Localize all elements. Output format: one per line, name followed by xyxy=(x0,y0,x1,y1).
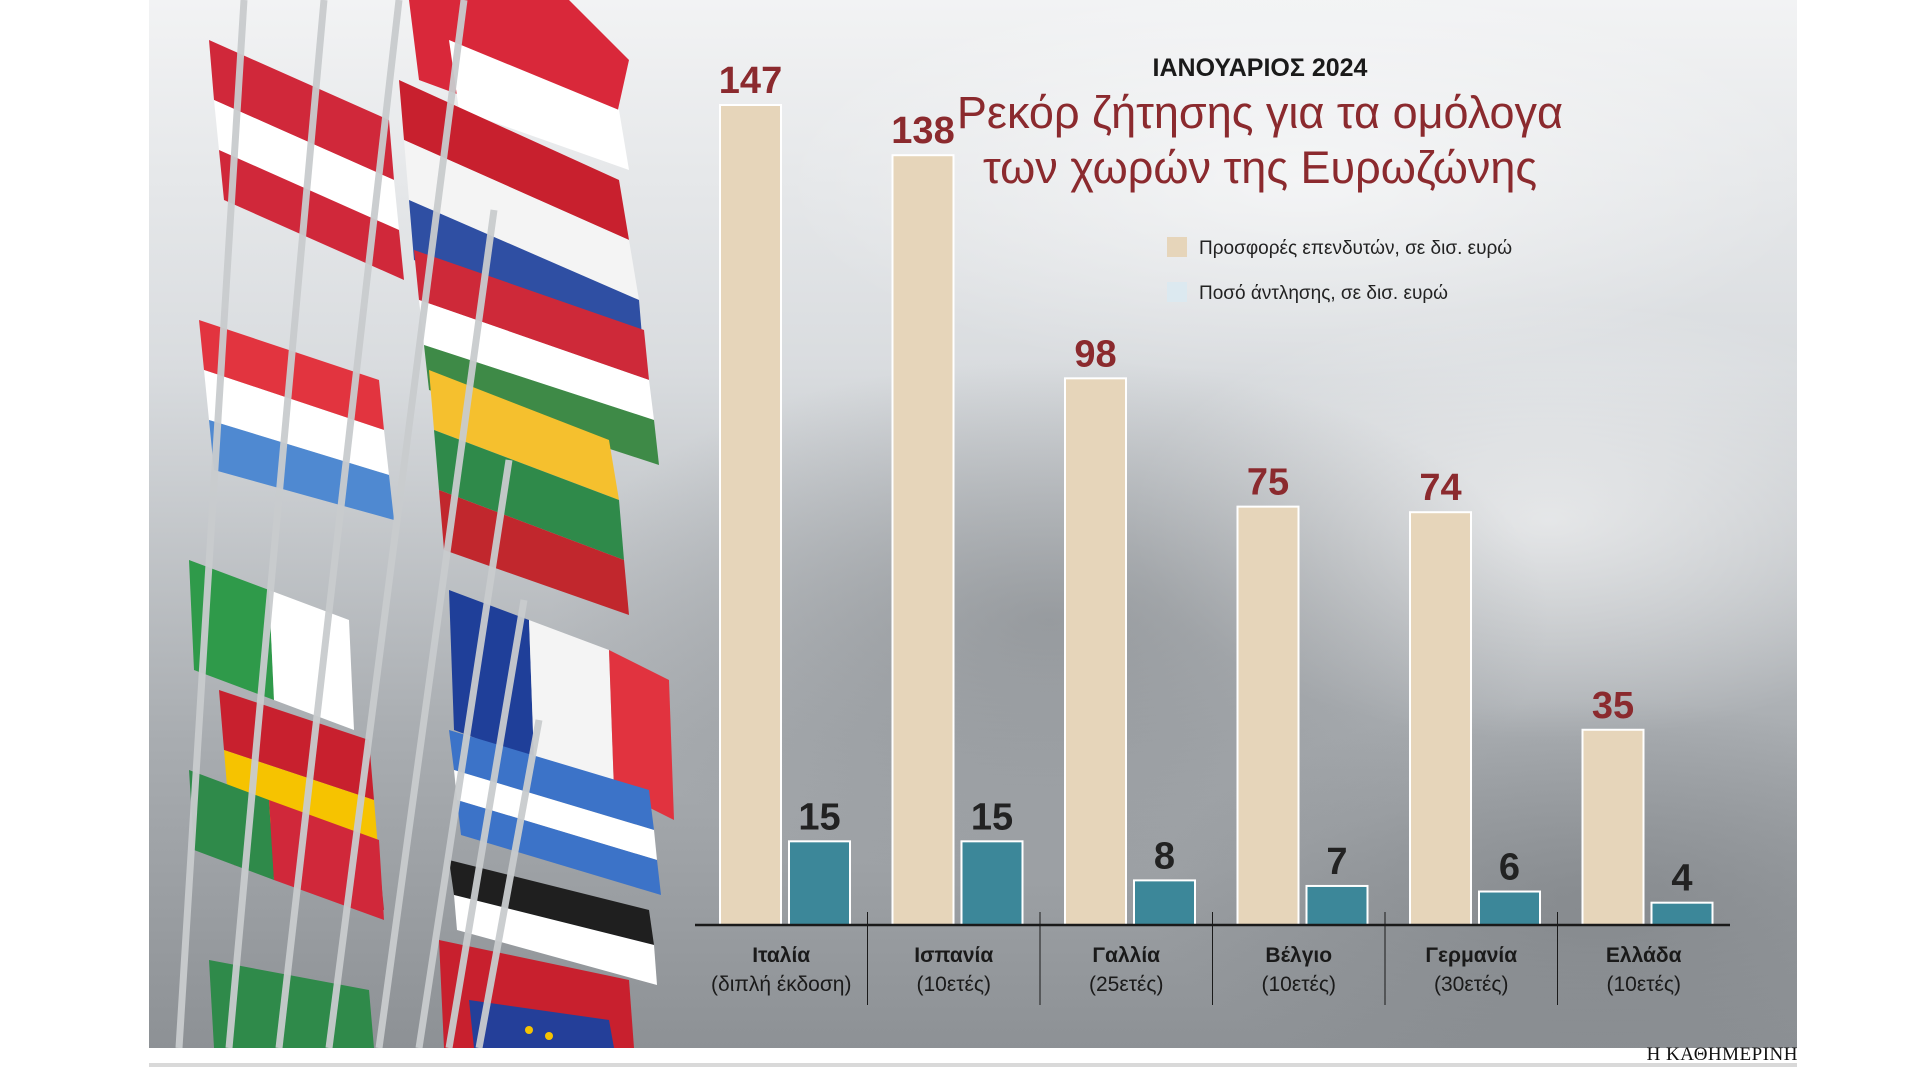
legend: Προσφορές επενδυτών, σε δισ. ευρώ Ποσό ά… xyxy=(1167,237,1512,304)
value-label-offers-2: 98 xyxy=(1074,333,1116,375)
bar-offers-3 xyxy=(1236,505,1300,926)
flag-red-white xyxy=(409,0,629,170)
flag-lithuania xyxy=(429,370,629,615)
value-label-raised-5: 4 xyxy=(1671,858,1692,900)
flags-photo xyxy=(175,0,674,1048)
bar-offers-4 xyxy=(1409,511,1472,926)
cloud-highlight xyxy=(779,0,1797,380)
chart-title-line-2: των χωρών της Ευρωζώνης xyxy=(983,142,1537,193)
bar-group xyxy=(719,104,1714,927)
legend-swatch-raised xyxy=(1167,282,1187,302)
publisher-credit: Η ΚΑΘΗΜΕΡΙΝΗ xyxy=(1646,1044,1798,1065)
category-label-3: Βέλγιο xyxy=(1265,944,1332,967)
value-label-offers-4: 74 xyxy=(1419,467,1461,509)
bar-raised-3 xyxy=(1305,884,1369,927)
bar-offers-0 xyxy=(719,104,782,926)
value-label-raised-3: 7 xyxy=(1326,841,1347,883)
value-label-raised-1: 15 xyxy=(971,796,1013,838)
category-label-0: Ιταλία xyxy=(752,944,810,967)
category-detail-5: (10ετές) xyxy=(1607,973,1681,996)
footer-rule xyxy=(149,1063,1797,1067)
chart-panel: ΙΑΝΟΥΑΡΙΟΣ 2024 Ρεκόρ ζήτησης για τα ομό… xyxy=(149,0,1797,1048)
flagpoles xyxy=(175,0,543,1048)
legend-label-offers: Προσφορές επενδυτών, σε δισ. ευρώ xyxy=(1199,238,1512,259)
bar-offers-2 xyxy=(1064,377,1127,927)
flag-eu xyxy=(469,1000,614,1048)
category-detail-3: (10ετές) xyxy=(1262,973,1336,996)
legend-swatch-offers xyxy=(1167,237,1187,257)
category-label-4: Γερμανία xyxy=(1425,944,1517,967)
value-label-raised-2: 8 xyxy=(1154,835,1175,877)
category-detail-2: (25ετές) xyxy=(1089,973,1163,996)
value-label-offers-5: 35 xyxy=(1592,685,1634,727)
bar-raised-5 xyxy=(1650,901,1714,926)
bar-offers-5 xyxy=(1581,728,1645,926)
value-label-offers-3: 75 xyxy=(1247,462,1289,504)
legend-label-raised: Ποσό άντλησης, σε δισ. ευρώ xyxy=(1199,283,1448,304)
value-label-offers-0: 147 xyxy=(719,60,782,102)
bar-chart: ΙΑΝΟΥΑΡΙΟΣ 2024 Ρεκόρ ζήτησης για τα ομό… xyxy=(149,0,1797,1048)
category-detail-4: (30ετές) xyxy=(1434,973,1508,996)
value-label-group: 147 15 138 15 98 8 75 7 74 6 35 4 xyxy=(719,60,1693,900)
bar-raised-2 xyxy=(1133,879,1196,926)
value-label-raised-4: 6 xyxy=(1499,847,1520,889)
category-separators xyxy=(867,912,1558,1005)
bar-raised-4 xyxy=(1478,890,1541,927)
bar-raised-1 xyxy=(960,840,1024,927)
value-label-raised-0: 15 xyxy=(798,796,840,838)
bar-raised-0 xyxy=(788,840,851,927)
chart-title-line-1: Ρεκόρ ζήτησης για τα ομόλογα xyxy=(957,87,1563,138)
category-detail-0: (διπλή έκδοση) xyxy=(711,973,851,996)
value-label-offers-1: 138 xyxy=(891,110,954,152)
category-label-2: Γαλλία xyxy=(1092,944,1160,967)
category-detail-1: (10ετές) xyxy=(917,973,991,996)
chart-kicker: ΙΑΝΟΥΑΡΙΟΣ 2024 xyxy=(1153,54,1368,82)
bar-offers-1 xyxy=(891,154,955,926)
category-label-1: Ισπανία xyxy=(914,944,993,967)
category-label-5: Ελλάδα xyxy=(1606,944,1682,967)
category-labels: Ιταλία (διπλή έκδοση) Ισπανία (10ετές) Γαλλί… xyxy=(711,944,1682,996)
